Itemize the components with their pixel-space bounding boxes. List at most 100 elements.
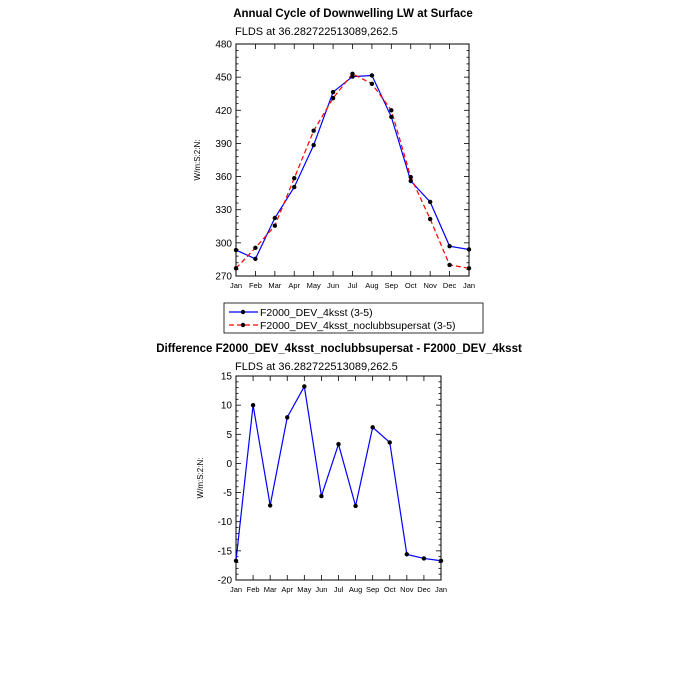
chart2-xtick-label: Mar	[264, 585, 277, 594]
chart2-xtick-label: Nov	[400, 585, 414, 594]
chart2-title: Difference F2000_DEV_4ksst_noclubbsupers…	[156, 343, 522, 355]
chart2-xtick-label: Dec	[417, 585, 431, 594]
chart1-frame	[235, 43, 470, 277]
legend-marker-series-1	[240, 309, 246, 315]
chart2-series-1-point	[250, 402, 256, 408]
chart1-series-2-line	[235, 73, 470, 269]
chart2-series-1-point	[421, 556, 427, 561]
chart2-xtick-label: Jul	[334, 585, 344, 594]
chart2-plot: -20 -15 -10 -5 0 5 10 15 Jan Feb Mar Apr May Jun Jul Au…	[218, 372, 448, 595]
chart1-series-1-point	[408, 178, 413, 184]
chart1-xtick-label: Dec	[443, 281, 457, 290]
chart1-series-2-point	[233, 266, 239, 271]
chart2-ytick-label: 5	[226, 430, 232, 441]
chart2-xtick-label: Oct	[384, 585, 397, 594]
chart1-legend: F2000_DEV_4ksst (3-5) F2000_DEV_4ksst_no…	[223, 302, 484, 334]
chart1-xtick-label: Oct	[405, 281, 418, 290]
chart1-series-1-point	[233, 247, 239, 253]
chart1-series-1-point	[389, 114, 394, 120]
chart2-xtick-label: Aug	[349, 585, 362, 594]
chart1-series-2-point	[466, 266, 472, 271]
chart1-ytick-label: 360	[215, 172, 232, 183]
chart1-xtick-label: Mar	[268, 281, 281, 290]
legend-box	[223, 302, 484, 334]
chart1-ytick-label: 270	[215, 272, 232, 283]
chart2-xtick-label: May	[297, 585, 311, 594]
chart1-ytick-label: 420	[215, 106, 232, 117]
chart1-xtick-label: Jul	[348, 281, 358, 290]
chart1-series-1-point	[311, 142, 316, 148]
chart1-series-1-point	[466, 247, 472, 252]
chart1-series-2-point	[311, 128, 316, 133]
chart2-xtick-label: Sep	[366, 585, 379, 594]
legend-marker-series-2	[240, 322, 246, 328]
chart2-ytick-label: 0	[226, 459, 232, 470]
chart1-series-2-point	[427, 216, 433, 222]
chart1-series-1-point	[272, 215, 278, 221]
chart2-series-1-point	[336, 441, 341, 447]
chart2-ytick-label: 10	[221, 401, 233, 412]
chart2-series-1-point	[438, 558, 444, 563]
chart2-xtick-label: Feb	[247, 585, 260, 594]
chart1-series-2-point	[408, 174, 413, 180]
chart1-xtick-label: Jan	[463, 281, 475, 290]
chart1-title: Annual Cycle of Downwelling LW at Surfac…	[233, 8, 473, 20]
chart1-ytick-label: 480	[215, 40, 232, 51]
chart1-xtick-label: May	[307, 281, 321, 290]
chart1-xtick-label: Jun	[327, 281, 339, 290]
chart1-series-1-point	[253, 256, 258, 262]
chart2-series-1-point	[233, 558, 239, 563]
chart1-plot: 270 300 330 360 390 420 450 480 Jan Feb Mar Apr May J…	[215, 40, 475, 291]
chart1-ytick-label: 330	[215, 205, 232, 216]
chart1-series-1-point	[330, 89, 336, 95]
chart2-xtick-label: Apr	[281, 585, 293, 594]
legend-label-series-2: F2000_DEV_4ksst_noclubbsupersat (3-5)	[260, 320, 456, 332]
chart1-ytick-label: 390	[215, 139, 232, 150]
chart2-series-1-point	[285, 415, 290, 420]
chart1-y-axis-label: W/m:S:2:N:	[193, 140, 202, 181]
chart1-xtick-label: Sep	[385, 281, 398, 290]
chart2-ytick-label: 15	[221, 372, 233, 383]
chart1-xtick-label: Jan	[230, 281, 242, 290]
chart2-series-1-point	[267, 503, 273, 508]
chart1-series-1-point	[447, 243, 452, 249]
chart1-series-2-point	[350, 71, 355, 77]
chart1-series-2-point	[292, 176, 297, 181]
chart1-xtick-label: Nov	[423, 281, 437, 290]
chart1-ytick-label: 300	[215, 238, 232, 249]
chart2-series-1-point	[353, 503, 358, 509]
chart1-ytick-label: 450	[215, 73, 232, 84]
chart2-series-1-point	[404, 552, 410, 557]
chart1-series-1-point	[427, 199, 433, 205]
chart1-series-2-point	[369, 81, 375, 86]
chart1-series-2-point	[253, 245, 258, 251]
chart1-series-2-point	[389, 108, 394, 113]
legend-label-series-1: F2000_DEV_4ksst (3-5)	[260, 307, 373, 319]
chart2-series-1-point	[370, 425, 375, 430]
chart2-ytick-label: -20	[218, 576, 233, 587]
chart2-xtick-label: Jun	[315, 585, 327, 594]
chart1-series-1-point	[292, 184, 297, 190]
chart1-series-2-point	[272, 223, 278, 228]
chart2-series-1-point	[302, 384, 307, 389]
chart1-xtick-label: Feb	[249, 281, 262, 290]
chart1-series-1-point	[369, 73, 375, 78]
chart1-subtitle: FLDS at 36.282722513089,262.5	[235, 26, 398, 38]
chart1-xtick-label: Apr	[288, 281, 300, 290]
chart2-subtitle: FLDS at 36.282722513089,262.5	[235, 361, 398, 373]
chart1-series-2-point	[330, 95, 336, 101]
chart2-ytick-label: -15	[218, 546, 233, 557]
chart2-series-1-point	[387, 440, 392, 445]
chart2-frame	[235, 375, 442, 581]
chart2-series-1-point	[319, 493, 324, 499]
chart2-xtick-label: Jan	[435, 585, 447, 594]
chart2-xtick-label: Jan	[230, 585, 242, 594]
chart1-series-1-line	[235, 74, 470, 260]
chart2-series-1-line	[235, 384, 442, 562]
chart2-y-axis-label: W/m:S:2:N:	[196, 458, 205, 499]
chart2-ytick-label: -10	[218, 517, 233, 528]
chart1-xtick-label: Aug	[365, 281, 378, 290]
chart2-ytick-label: -5	[223, 488, 232, 499]
chart1-series-2-point	[447, 262, 452, 268]
